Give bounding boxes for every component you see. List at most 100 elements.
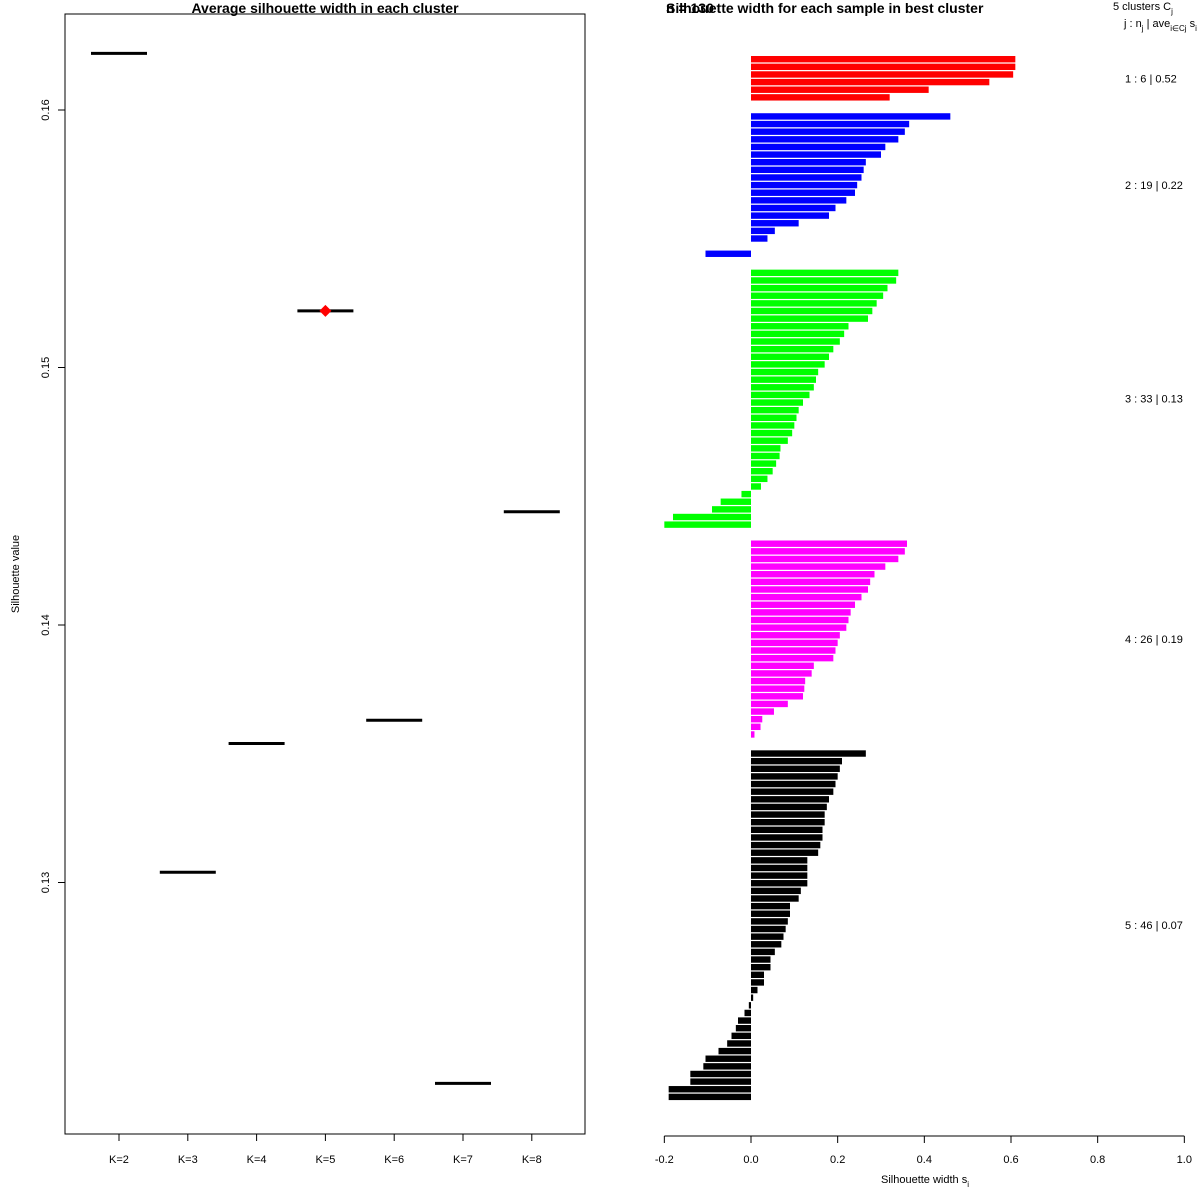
silhouette-bar — [751, 956, 771, 963]
silhouette-bar — [751, 475, 768, 483]
silhouette-bar — [751, 63, 1016, 71]
legend-header-line1: 5 clusters Cj — [1113, 1, 1173, 16]
right-x-tick-label: 0.8 — [1090, 1154, 1105, 1166]
right-x-axis-label-sub: i — [967, 1180, 969, 1189]
silhouette-bar — [751, 654, 834, 662]
right-x-tick-label: 0.6 — [1003, 1154, 1018, 1166]
silhouette-bar — [751, 677, 806, 685]
silhouette-bar — [748, 1002, 751, 1009]
silhouette-bar — [668, 1086, 751, 1093]
silhouette-bar — [751, 986, 758, 994]
silhouette-bar — [751, 857, 808, 864]
silhouette-bar — [751, 227, 775, 235]
silhouette-bar — [751, 323, 849, 330]
silhouette-bars — [664, 56, 1016, 1101]
silhouette-bar — [751, 189, 855, 196]
silhouette-bar — [751, 78, 990, 86]
silhouette-bar — [751, 548, 905, 555]
silhouette-bar — [751, 819, 825, 826]
silhouette-bar — [751, 166, 864, 174]
silhouette-bar — [751, 330, 845, 338]
silhouette-bar — [751, 113, 951, 120]
silhouette-bar — [751, 212, 829, 219]
silhouette-bar — [751, 277, 897, 284]
silhouette-bar — [751, 803, 827, 811]
right-x-axis-label: Silhouette width si — [881, 1174, 969, 1189]
right-x-axis-label-main: Silhouette width s — [881, 1174, 968, 1186]
silhouette-bar — [751, 834, 823, 841]
legend-header-nj-sub: j — [1141, 24, 1144, 33]
legend-header-ave: | ave — [1144, 18, 1171, 30]
right-x-tick-label: 1.0 — [1177, 1154, 1192, 1166]
silhouette-bar — [751, 895, 799, 902]
silhouette-bar — [738, 1017, 751, 1024]
silhouette-bar — [751, 414, 797, 422]
silhouette-bar-panel: n = 130 Silhouette width for each sample… — [655, 0, 1197, 1189]
silhouette-bar — [751, 841, 821, 849]
silhouette-bar — [751, 406, 799, 414]
legend-header-ave-sub: i∈Cj — [1170, 24, 1187, 33]
silhouette-bar — [751, 460, 777, 467]
silhouette-bar — [751, 693, 803, 700]
cluster-label: 2 : 19 | 0.22 — [1125, 180, 1183, 192]
silhouette-bar — [751, 345, 834, 353]
silhouette-bar — [751, 910, 790, 917]
silhouette-bar — [751, 391, 810, 399]
silhouette-bar — [751, 872, 808, 879]
silhouette-bar — [731, 1032, 751, 1040]
left-x-tick-label: K=7 — [453, 1154, 473, 1166]
silhouette-bar — [751, 670, 812, 677]
silhouette-bar — [744, 1009, 751, 1017]
left-x-tick-label: K=2 — [109, 1154, 129, 1166]
left-x-tick-label: K=6 — [384, 1154, 404, 1166]
silhouette-bar — [751, 437, 788, 444]
silhouette-bar — [751, 540, 907, 547]
left-y-tick-label: 0.15 — [40, 357, 52, 378]
silhouette-bar — [751, 715, 763, 723]
silhouette-bar — [751, 979, 764, 986]
silhouette-bar — [718, 1047, 751, 1055]
left-y-axis: 0.13 0.14 0.15 0.16 — [40, 99, 65, 893]
silhouette-bar — [751, 902, 790, 910]
silhouette-bar — [705, 1055, 751, 1062]
silhouette-bar — [751, 483, 761, 490]
silhouette-bar — [751, 948, 775, 956]
silhouette-bar — [751, 731, 755, 738]
silhouette-bar — [751, 773, 838, 780]
silhouette-bar — [751, 204, 836, 212]
silhouette-bar — [751, 353, 829, 360]
silhouette-bar — [751, 284, 888, 292]
silhouette-bar — [751, 159, 866, 166]
left-y-axis-label: Silhouette value — [10, 535, 22, 613]
silhouette-bar — [751, 609, 851, 616]
silhouette-bar — [751, 941, 782, 948]
silhouette-bar — [751, 700, 788, 708]
left-y-tick-label: 0.16 — [40, 99, 52, 120]
right-x-tick-label: 0.0 — [743, 1154, 758, 1166]
right-x-tick-label: 0.4 — [917, 1154, 932, 1166]
silhouette-bar — [741, 490, 751, 498]
silhouette-bar — [751, 197, 847, 204]
silhouette-bar — [727, 1040, 751, 1047]
silhouette-bar — [751, 880, 808, 887]
cluster-label: 3 : 33 | 0.13 — [1125, 394, 1183, 406]
silhouette-bar — [751, 708, 774, 715]
silhouette-bar — [751, 307, 873, 315]
silhouette-bar — [751, 315, 868, 322]
silhouette-bar — [751, 151, 881, 158]
silhouette-bar — [751, 723, 761, 731]
silhouette-bar — [751, 468, 773, 475]
silhouette-bar — [751, 788, 834, 795]
silhouette-bar — [751, 887, 801, 895]
silhouette-bar — [690, 1070, 751, 1078]
silhouette-bar — [751, 963, 771, 971]
silhouette-bar — [751, 624, 847, 631]
silhouette-bar — [751, 300, 877, 307]
silhouette-bar — [751, 292, 884, 299]
cluster-label: 1 : 6 | 0.52 — [1125, 73, 1177, 85]
silhouette-bar — [751, 143, 886, 151]
silhouette-bar — [751, 269, 899, 277]
silhouette-bar — [751, 796, 829, 803]
silhouette-bar — [751, 422, 795, 429]
